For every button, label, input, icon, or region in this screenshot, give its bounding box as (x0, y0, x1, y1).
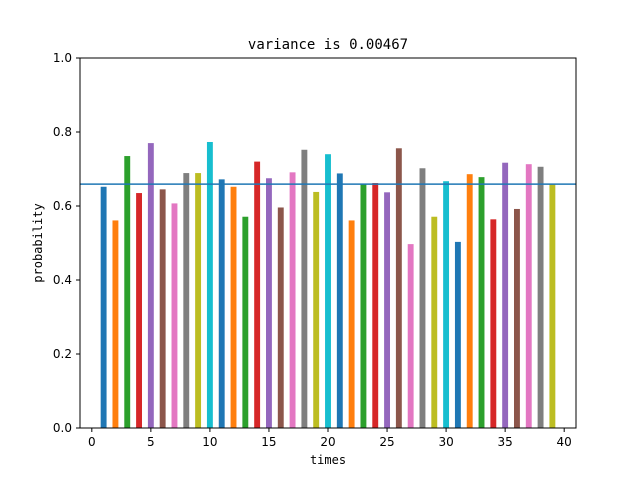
bar-14 (254, 161, 261, 428)
bars-group (100, 141, 556, 429)
x-tick-label-35: 35 (498, 435, 513, 449)
x-tick-label-40: 40 (557, 435, 572, 449)
bar-2 (112, 220, 119, 428)
bar-22 (348, 220, 355, 428)
bar-10 (206, 141, 213, 429)
bar-30 (443, 181, 450, 428)
bar-35 (502, 162, 509, 428)
bar-1 (100, 186, 107, 428)
bar-21 (336, 173, 343, 428)
y-tick-label-4: 0.8 (53, 125, 72, 139)
bar-38 (537, 166, 544, 428)
bar-27 (407, 244, 414, 428)
y-tick-label-0: 0.0 (53, 421, 72, 435)
bar-13 (242, 216, 249, 428)
bar-39 (549, 184, 556, 428)
x-tick-label-5: 5 (147, 435, 155, 449)
bar-24 (372, 183, 379, 428)
x-tick-label-30: 30 (438, 435, 453, 449)
bar-9 (195, 173, 202, 428)
x-tick-label-15: 15 (261, 435, 276, 449)
bar-25 (384, 192, 390, 428)
y-tick-label-3: 0.6 (53, 199, 72, 213)
y-tick-label-2: 0.4 (53, 273, 72, 287)
bar-11 (218, 179, 225, 428)
bar-26 (395, 148, 402, 428)
y-axis: 0.0 0.2 0.4 0.6 0.8 1.0 (53, 51, 80, 435)
bar-6 (159, 189, 166, 428)
chart-title: variance is 0.00467 (248, 37, 408, 53)
bar-5 (147, 143, 154, 428)
bar-36 (514, 208, 520, 428)
bar-28 (419, 168, 426, 428)
bar-20 (325, 154, 331, 428)
bar-15 (266, 178, 272, 428)
x-axis-label: times (310, 453, 346, 467)
x-tick-label-10: 10 (202, 435, 217, 449)
bar-3 (124, 156, 131, 429)
x-tick-label-0: 0 (88, 435, 96, 449)
bar-32 (466, 174, 473, 428)
bar-7 (171, 203, 178, 428)
bar-29 (431, 216, 438, 428)
bar-34 (490, 219, 497, 428)
x-axis: 0 5 10 15 20 25 30 35 40 (88, 428, 572, 449)
bar-16 (277, 207, 284, 428)
y-tick-label-5: 1.0 (53, 51, 72, 65)
y-tick-label-1: 0.2 (53, 347, 72, 361)
bar-8 (183, 173, 190, 428)
x-tick-label-25: 25 (379, 435, 394, 449)
bar-31 (454, 241, 461, 428)
bar-23 (360, 184, 367, 428)
bar-17 (289, 172, 296, 428)
y-axis-label: probability (31, 203, 45, 282)
bar-19 (313, 191, 320, 428)
x-tick-label-20: 20 (320, 435, 335, 449)
bar-18 (301, 149, 308, 428)
bar-4 (136, 193, 142, 428)
bar-12 (230, 186, 237, 428)
bar-33 (478, 177, 485, 428)
bar-37 (525, 164, 532, 428)
